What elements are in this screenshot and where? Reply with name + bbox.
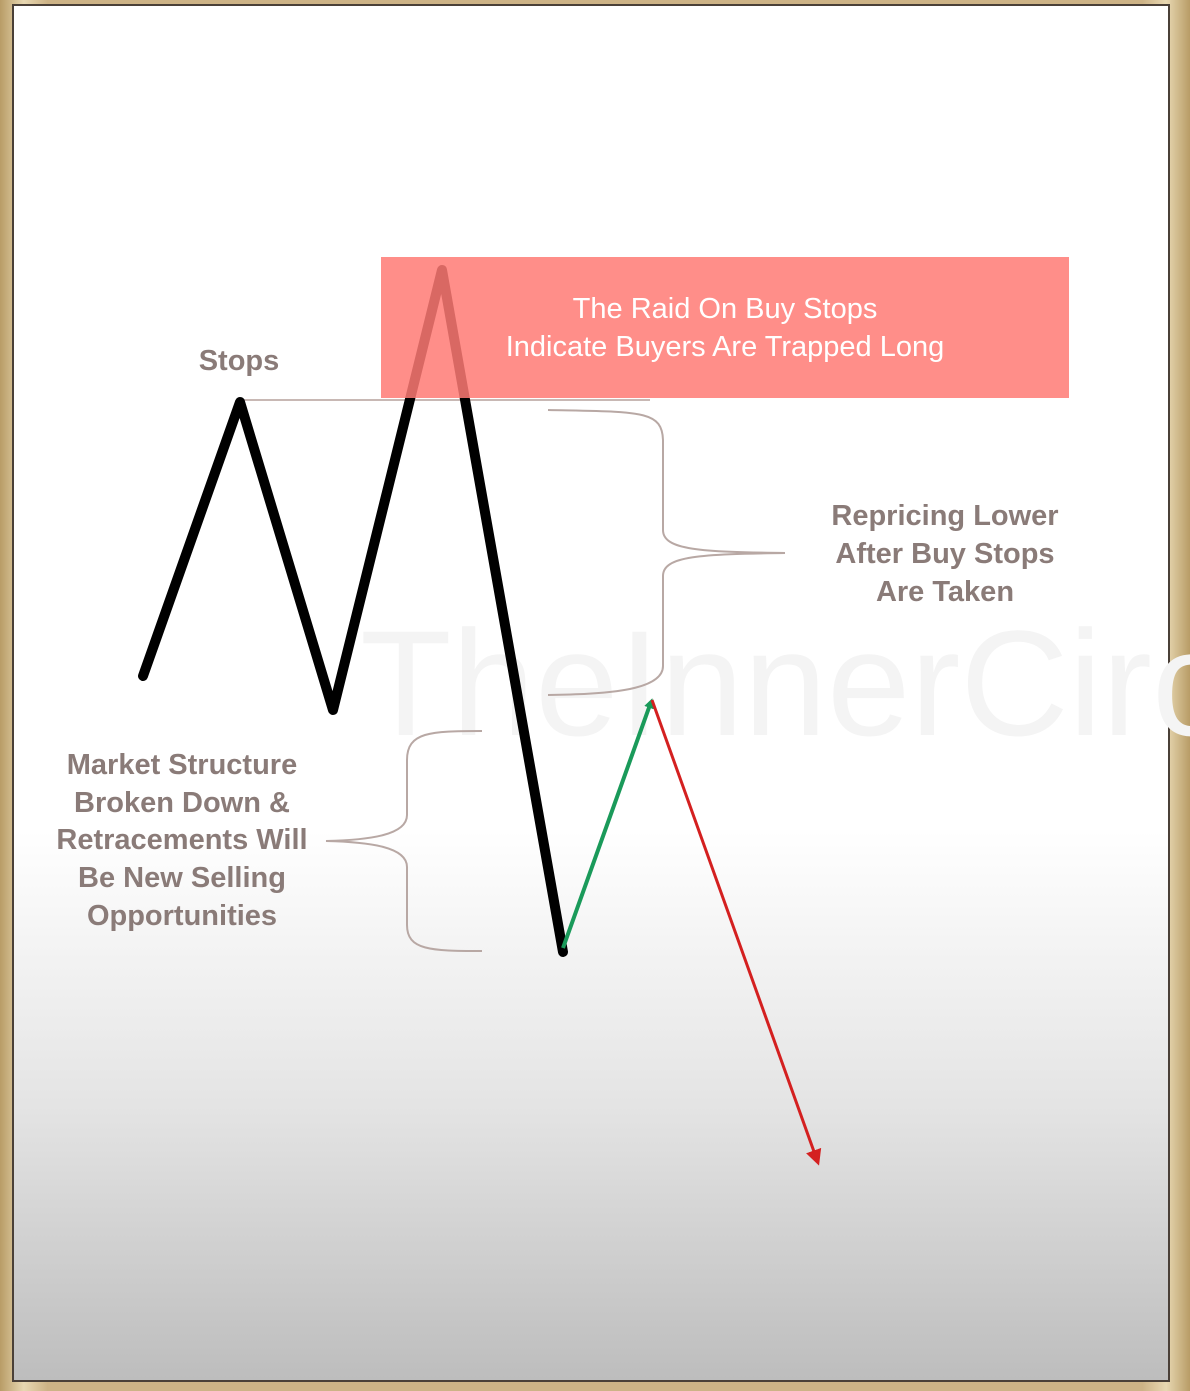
raid-on-buy-stops-box — [381, 257, 1069, 398]
market-structure-label-line-2: Broken Down & — [74, 787, 290, 819]
decline-arrow — [650, 699, 822, 1166]
stops-label: Stops — [199, 345, 280, 377]
repricing-label-line-1: Repricing Lower — [831, 500, 1058, 532]
market-structure-label-line-5: Opportunities — [87, 900, 277, 932]
retracement-arrow — [561, 698, 654, 949]
watermark-text: TheInnerCircle — [360, 599, 1190, 767]
raid-box-line-1: The Raid On Buy Stops — [573, 293, 878, 325]
price-path-line — [138, 265, 568, 957]
market-structure-label-line-4: Be New Selling — [78, 862, 286, 894]
repricing-label-line-3: Are Taken — [876, 576, 1014, 608]
repricing-bracket — [547, 409, 786, 696]
repricing-label-line-2: After Buy Stops — [835, 538, 1054, 570]
market-structure-label-line-1: Market Structure — [67, 749, 297, 781]
market-structure-bracket — [325, 730, 483, 952]
raid-box-line-2: Indicate Buyers Are Trapped Long — [506, 331, 945, 363]
market-structure-label-line-3: Retracements Will — [56, 824, 307, 856]
